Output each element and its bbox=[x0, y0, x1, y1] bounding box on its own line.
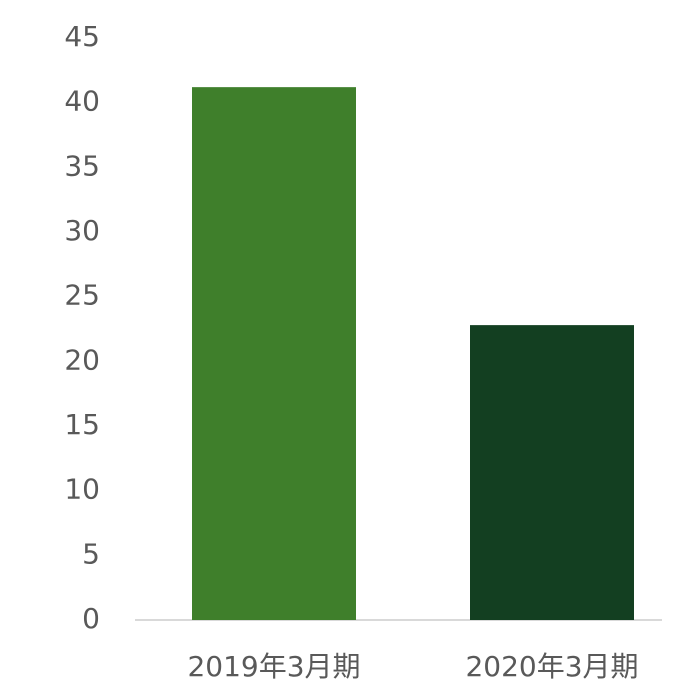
y-tick-label: 40 bbox=[64, 85, 100, 118]
bar bbox=[470, 325, 634, 620]
y-tick-label: 0 bbox=[82, 602, 100, 635]
x-tick-label: 2020年3月期 bbox=[465, 650, 638, 683]
y-tick-label: 20 bbox=[64, 343, 100, 376]
bar bbox=[192, 87, 356, 620]
x-tick-label: 2019年3月期 bbox=[187, 650, 360, 683]
y-tick-label: 30 bbox=[64, 214, 100, 247]
y-tick-label: 35 bbox=[64, 149, 100, 182]
y-tick-label: 5 bbox=[82, 537, 100, 570]
y-tick-label: 45 bbox=[64, 20, 100, 53]
y-tick-label: 25 bbox=[64, 279, 100, 312]
y-tick-label: 10 bbox=[64, 473, 100, 506]
y-tick-label: 15 bbox=[64, 408, 100, 441]
